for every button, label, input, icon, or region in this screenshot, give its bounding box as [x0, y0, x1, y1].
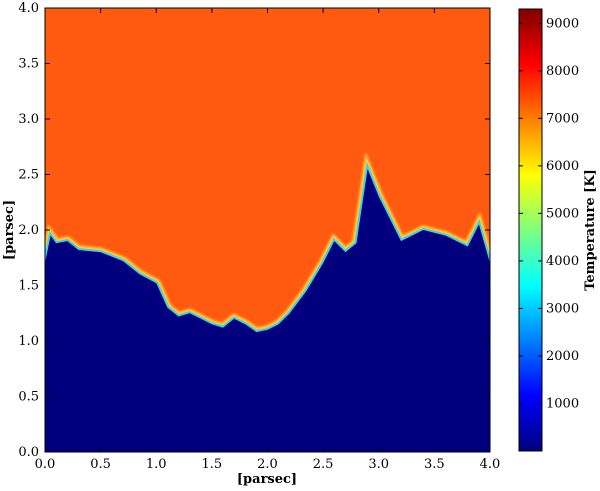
y-tick-label: 2.0 [18, 223, 39, 238]
colorbar-tick-label: 7000 [546, 111, 579, 126]
colorbar-tick-label: 3000 [546, 301, 579, 316]
x-tick-label: 3.0 [368, 457, 389, 472]
x-tick-label: 1.5 [202, 457, 223, 472]
y-tick-label: 2.5 [18, 168, 39, 183]
y-tick-label: 0.0 [18, 445, 39, 460]
cold-gas-region [45, 169, 490, 452]
colorbar-tick-label: 5000 [546, 206, 579, 221]
colorbar-tick-label: 6000 [546, 159, 579, 174]
x-tick-label: 4.0 [480, 457, 501, 472]
colorbar-tick-label: 8000 [546, 64, 579, 79]
x-tick-label: 0.0 [35, 457, 56, 472]
x-axis-label: [parsec] [237, 472, 297, 487]
colorbar-tick-label: 2000 [546, 349, 579, 364]
x-tick-label: 1.0 [146, 457, 167, 472]
y-tick-label: 3.0 [18, 112, 39, 127]
x-tick-label: 3.5 [424, 457, 445, 472]
y-axis: 0.0 0.5 1.0 1.5 2.0 2.5 3.0 3.5 4.0 [18, 1, 490, 460]
colorbar-label: Temperature [K] [583, 169, 598, 291]
colorbar-tick-label: 4000 [546, 254, 579, 269]
y-tick-label: 3.5 [18, 57, 39, 72]
colorbar-tick-label: 1000 [546, 396, 579, 411]
x-tick-label: 2.5 [313, 457, 334, 472]
boundary-glow-inner [45, 161, 490, 335]
x-axis: 0.0 0.5 1.0 1.5 2.0 2.5 3.0 3.5 4.0 [35, 8, 501, 472]
y-tick-label: 1.5 [18, 279, 39, 294]
colorbar: 1000 2000 3000 4000 5000 6000 7000 8000 9000 Tem… [518, 8, 598, 452]
x-tick-label: 2.0 [257, 457, 278, 472]
colorbar-ticks: 1000 2000 3000 4000 5000 6000 7000 8000 9000 [519, 16, 579, 411]
colorbar-tick-label: 9000 [546, 16, 579, 31]
y-axis-label: [parsec] [2, 200, 17, 260]
colorbar-gradient [518, 8, 543, 452]
heatmap-panel [45, 8, 490, 452]
x-tick-label: 0.5 [90, 457, 111, 472]
y-tick-label: 4.0 [18, 1, 39, 16]
y-tick-label: 0.5 [18, 390, 39, 405]
y-tick-label: 1.0 [18, 334, 39, 349]
